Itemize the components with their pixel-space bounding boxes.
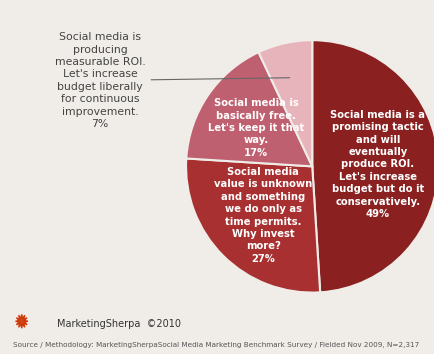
Text: Source / Methodology: MarketingSherpaSocial Media Marketing Benchmark Survey / F: Source / Methodology: MarketingSherpaSoc… (13, 342, 418, 348)
Text: Social media is
producing
measurable ROI.
Let's increase
budget liberally
for co: Social media is producing measurable ROI… (55, 32, 289, 129)
Text: Social media is a
promising tactic
and will
eventually
produce ROI.
Let's increa: Social media is a promising tactic and w… (329, 110, 424, 219)
Wedge shape (258, 40, 312, 166)
Text: Social media is
basically free.
Let's keep it that
way.
17%: Social media is basically free. Let's ke… (207, 98, 303, 158)
Wedge shape (186, 159, 319, 293)
Wedge shape (186, 52, 312, 166)
Text: MarketingSherpa  ©2010: MarketingSherpa ©2010 (56, 319, 180, 330)
Polygon shape (16, 314, 28, 328)
Wedge shape (312, 40, 434, 292)
Text: Social media
value is unknown
and something
we do only as
time permits.
Why inve: Social media value is unknown and someth… (214, 167, 312, 264)
